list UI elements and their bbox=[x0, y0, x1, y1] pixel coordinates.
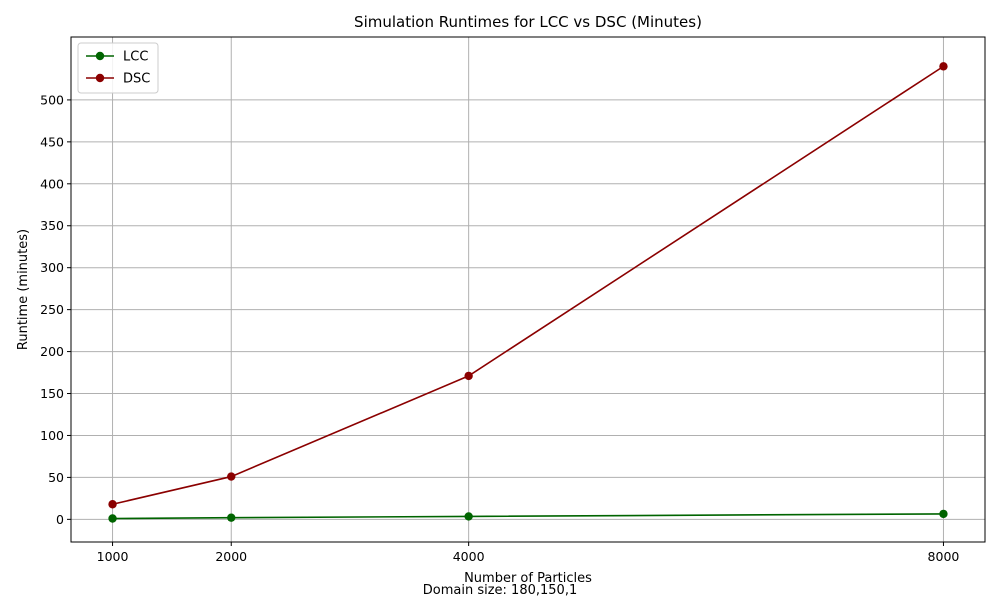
y-tick-label: 100 bbox=[40, 428, 64, 443]
series-line-lcc bbox=[112, 513, 944, 520]
legend-label-lcc: LCC bbox=[123, 50, 148, 65]
data-point-lcc bbox=[227, 513, 236, 522]
footnote: Domain size: 180,150,1 bbox=[423, 583, 577, 598]
ticks: 0 50 100 150 200 250 300 350 400 450 500 1000 2000 40… bbox=[40, 92, 959, 564]
y-axis-label: Runtime (minutes) bbox=[16, 229, 31, 350]
x-axis-label: Number of Particles bbox=[464, 571, 592, 586]
y-tick-label: 350 bbox=[40, 218, 64, 233]
y-tick-label: 150 bbox=[40, 386, 64, 401]
x-tick-label: 4000 bbox=[453, 549, 485, 564]
y-tick-label: 0 bbox=[56, 512, 64, 527]
x-tick-label: 8000 bbox=[928, 549, 960, 564]
y-tick-label: 450 bbox=[40, 134, 64, 149]
data-point-lcc bbox=[464, 512, 473, 521]
series-line-dsc bbox=[112, 65, 944, 506]
y-tick-label: 300 bbox=[40, 260, 64, 275]
data-point-lcc bbox=[939, 509, 948, 519]
y-tick-label: 400 bbox=[40, 176, 64, 191]
x-tick-label: 1000 bbox=[97, 549, 129, 564]
x-tick-label: 2000 bbox=[215, 549, 247, 564]
y-tick-label: 500 bbox=[40, 92, 64, 107]
plot-frame bbox=[70, 36, 986, 543]
legend: LCC DSC bbox=[77, 42, 159, 94]
y-tick-label: 250 bbox=[40, 302, 64, 317]
legend-label-dsc: DSC bbox=[123, 72, 150, 87]
grid bbox=[71, 37, 985, 542]
data-point-lcc bbox=[108, 514, 117, 523]
legend-marker-lcc bbox=[95, 51, 105, 61]
data-point-dsc bbox=[939, 62, 948, 71]
chart-title: Simulation Runtimes for LCC vs DSC (Minu… bbox=[354, 13, 702, 31]
legend-marker-dsc bbox=[95, 73, 105, 83]
y-tick-label: 50 bbox=[48, 470, 64, 485]
data-point-dsc bbox=[464, 371, 473, 381]
data-point-dsc bbox=[108, 500, 117, 509]
y-tick-label: 200 bbox=[40, 344, 64, 359]
data-point-dsc bbox=[227, 472, 236, 481]
series-layer bbox=[108, 62, 948, 523]
